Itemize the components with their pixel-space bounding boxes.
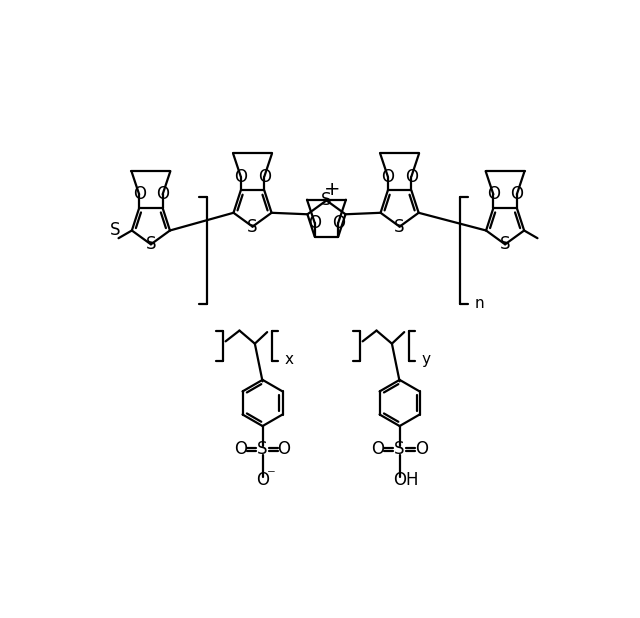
Text: n: n <box>474 296 484 311</box>
Text: S: S <box>247 218 258 235</box>
Text: S: S <box>321 192 332 210</box>
Text: O: O <box>405 167 418 185</box>
Text: O: O <box>393 471 406 489</box>
Text: ⁻: ⁻ <box>267 467 275 485</box>
Text: O: O <box>234 167 247 185</box>
Text: S: S <box>394 440 405 458</box>
Text: y: y <box>421 352 430 367</box>
Text: O: O <box>332 214 345 232</box>
Text: O: O <box>415 440 428 458</box>
Text: O: O <box>132 185 146 203</box>
Text: +: + <box>324 180 341 199</box>
Text: S: S <box>500 235 510 253</box>
Text: O: O <box>256 471 269 489</box>
Text: O: O <box>381 167 394 185</box>
Text: O: O <box>308 214 321 232</box>
Text: S: S <box>257 440 268 458</box>
Text: O: O <box>510 185 524 203</box>
Text: H: H <box>406 471 418 489</box>
Text: S: S <box>109 221 120 239</box>
Text: x: x <box>284 352 293 367</box>
Text: O: O <box>278 440 291 458</box>
Text: O: O <box>234 440 248 458</box>
Text: O: O <box>258 167 271 185</box>
Text: O: O <box>487 185 500 203</box>
Text: O: O <box>372 440 385 458</box>
Text: O: O <box>156 185 169 203</box>
Text: S: S <box>146 235 156 253</box>
Text: S: S <box>394 218 405 235</box>
